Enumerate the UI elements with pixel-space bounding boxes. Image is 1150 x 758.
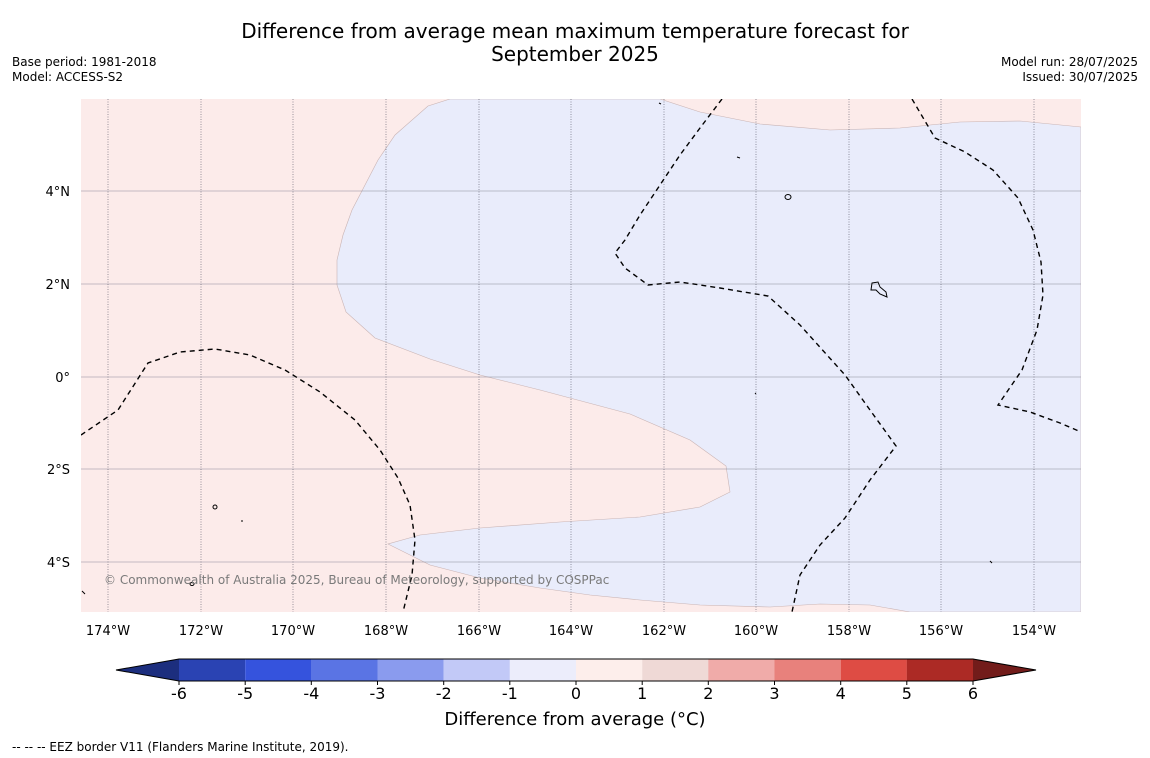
colorbar-segment (311, 659, 378, 681)
lon-label: 166°W (457, 624, 501, 639)
colorbar-tick-label: 6 (968, 684, 978, 703)
lon-label: 162°W (642, 624, 686, 639)
lon-label: 154°W (1012, 624, 1056, 639)
colorbar-segment (377, 659, 444, 681)
eez-border-east (911, 99, 1081, 433)
island-west-c (189, 582, 195, 586)
colorbar-segment (708, 659, 775, 681)
longitude-gridlines (107, 99, 1035, 612)
eez-legend-text: -- -- -- EEZ border V11 (Flanders Marine… (12, 740, 349, 754)
colorbar-segment (642, 659, 709, 681)
island-north-small (658, 102, 662, 105)
lat-label: 2°S (47, 463, 70, 478)
colorbar-segment (774, 659, 841, 681)
island-kiritimati (870, 281, 888, 298)
colorbar-tick-label: -3 (370, 684, 386, 703)
colorbar-segment (906, 659, 973, 681)
lon-label: 164°W (549, 624, 593, 639)
latitude-gridlines (81, 190, 1081, 563)
colorbar-tick-labels: -6 -5 -4 -3 -2 -1 0 1 2 3 4 5 6 (171, 684, 978, 703)
issued-text: Issued: 30/07/2025 (1022, 70, 1138, 84)
colorbar-segment (443, 659, 510, 681)
eez-borders (81, 99, 1081, 612)
lon-label: 172°W (179, 624, 223, 639)
colorbar-ticks (178, 681, 974, 685)
cool-anomaly-region (336, 99, 1081, 612)
colorbar-label: Difference from average (°C) (444, 709, 706, 730)
island-sw-edge (81, 590, 86, 595)
lon-label: 174°W (86, 624, 130, 639)
colorbar-tick-label: 3 (769, 684, 779, 703)
longitude-labels: 174°W 172°W 170°W 168°W 166°W 164°W 162°… (86, 624, 1056, 639)
map-area: © Commonwealth of Australia 2025, Bureau… (81, 99, 1081, 612)
colorbar-segment (840, 659, 907, 681)
colorbar-tick-label: -6 (171, 684, 187, 703)
island-west-a (212, 504, 218, 510)
island-jarvis (754, 392, 757, 395)
lat-label: 4°S (47, 556, 70, 571)
base-period-text: Base period: 1981-2018 (12, 55, 157, 69)
island-atoll-a (736, 156, 741, 159)
lat-label: 2°N (46, 278, 71, 293)
colorbar-segment (179, 659, 246, 681)
lon-label: 160°W (734, 624, 778, 639)
island-atoll-b (784, 194, 792, 200)
colorbar-segment (245, 659, 312, 681)
lon-label: 170°W (271, 624, 315, 639)
colorbar-tick-label: 0 (571, 684, 581, 703)
colorbar-tick-label: -2 (436, 684, 452, 703)
left-info: Base period: 1981-2018 Model: ACCESS-S2 (12, 55, 157, 85)
eez-border-central (614, 99, 897, 612)
map-title-line1: Difference from average mean maximum tem… (241, 19, 909, 43)
colorbar-extend-high (973, 659, 1036, 681)
right-info: Model run: 28/07/2025 Issued: 30/07/2025 (1001, 55, 1138, 85)
colorbar-tick-label: -5 (237, 684, 253, 703)
colorbar-segment (576, 659, 643, 681)
colorbar-tick-label: 4 (836, 684, 846, 703)
colorbar-tick-label: 1 (637, 684, 647, 703)
colorbar-segment (509, 659, 576, 681)
islands (81, 102, 993, 595)
island-east-a (989, 560, 993, 564)
eez-border-west (81, 348, 416, 612)
map-title-line2: September 2025 (491, 42, 659, 66)
model-run-text: Model run: 28/07/2025 (1000, 55, 1138, 69)
latitude-labels: 4°N 2°N 0° 2°S 4°S (46, 185, 71, 571)
colorbar: -6 -5 -4 -3 -2 -1 0 1 2 3 4 5 6 (115, 658, 1037, 703)
colorbar-extend-low (116, 659, 179, 681)
lon-label: 158°W (827, 624, 871, 639)
colorbar-tick-label: 2 (703, 684, 713, 703)
colorbar-tick-label: -4 (303, 684, 319, 703)
lon-label: 156°W (919, 624, 963, 639)
lon-label: 168°W (364, 624, 408, 639)
model-text: Model: ACCESS-S2 (12, 70, 124, 84)
lat-label: 0° (55, 371, 70, 386)
lat-label: 4°N (46, 185, 71, 200)
colorbar-tick-label: -1 (502, 684, 518, 703)
copyright-text: © Commonwealth of Australia 2025, Bureau… (104, 573, 609, 587)
colorbar-tick-label: 5 (902, 684, 912, 703)
